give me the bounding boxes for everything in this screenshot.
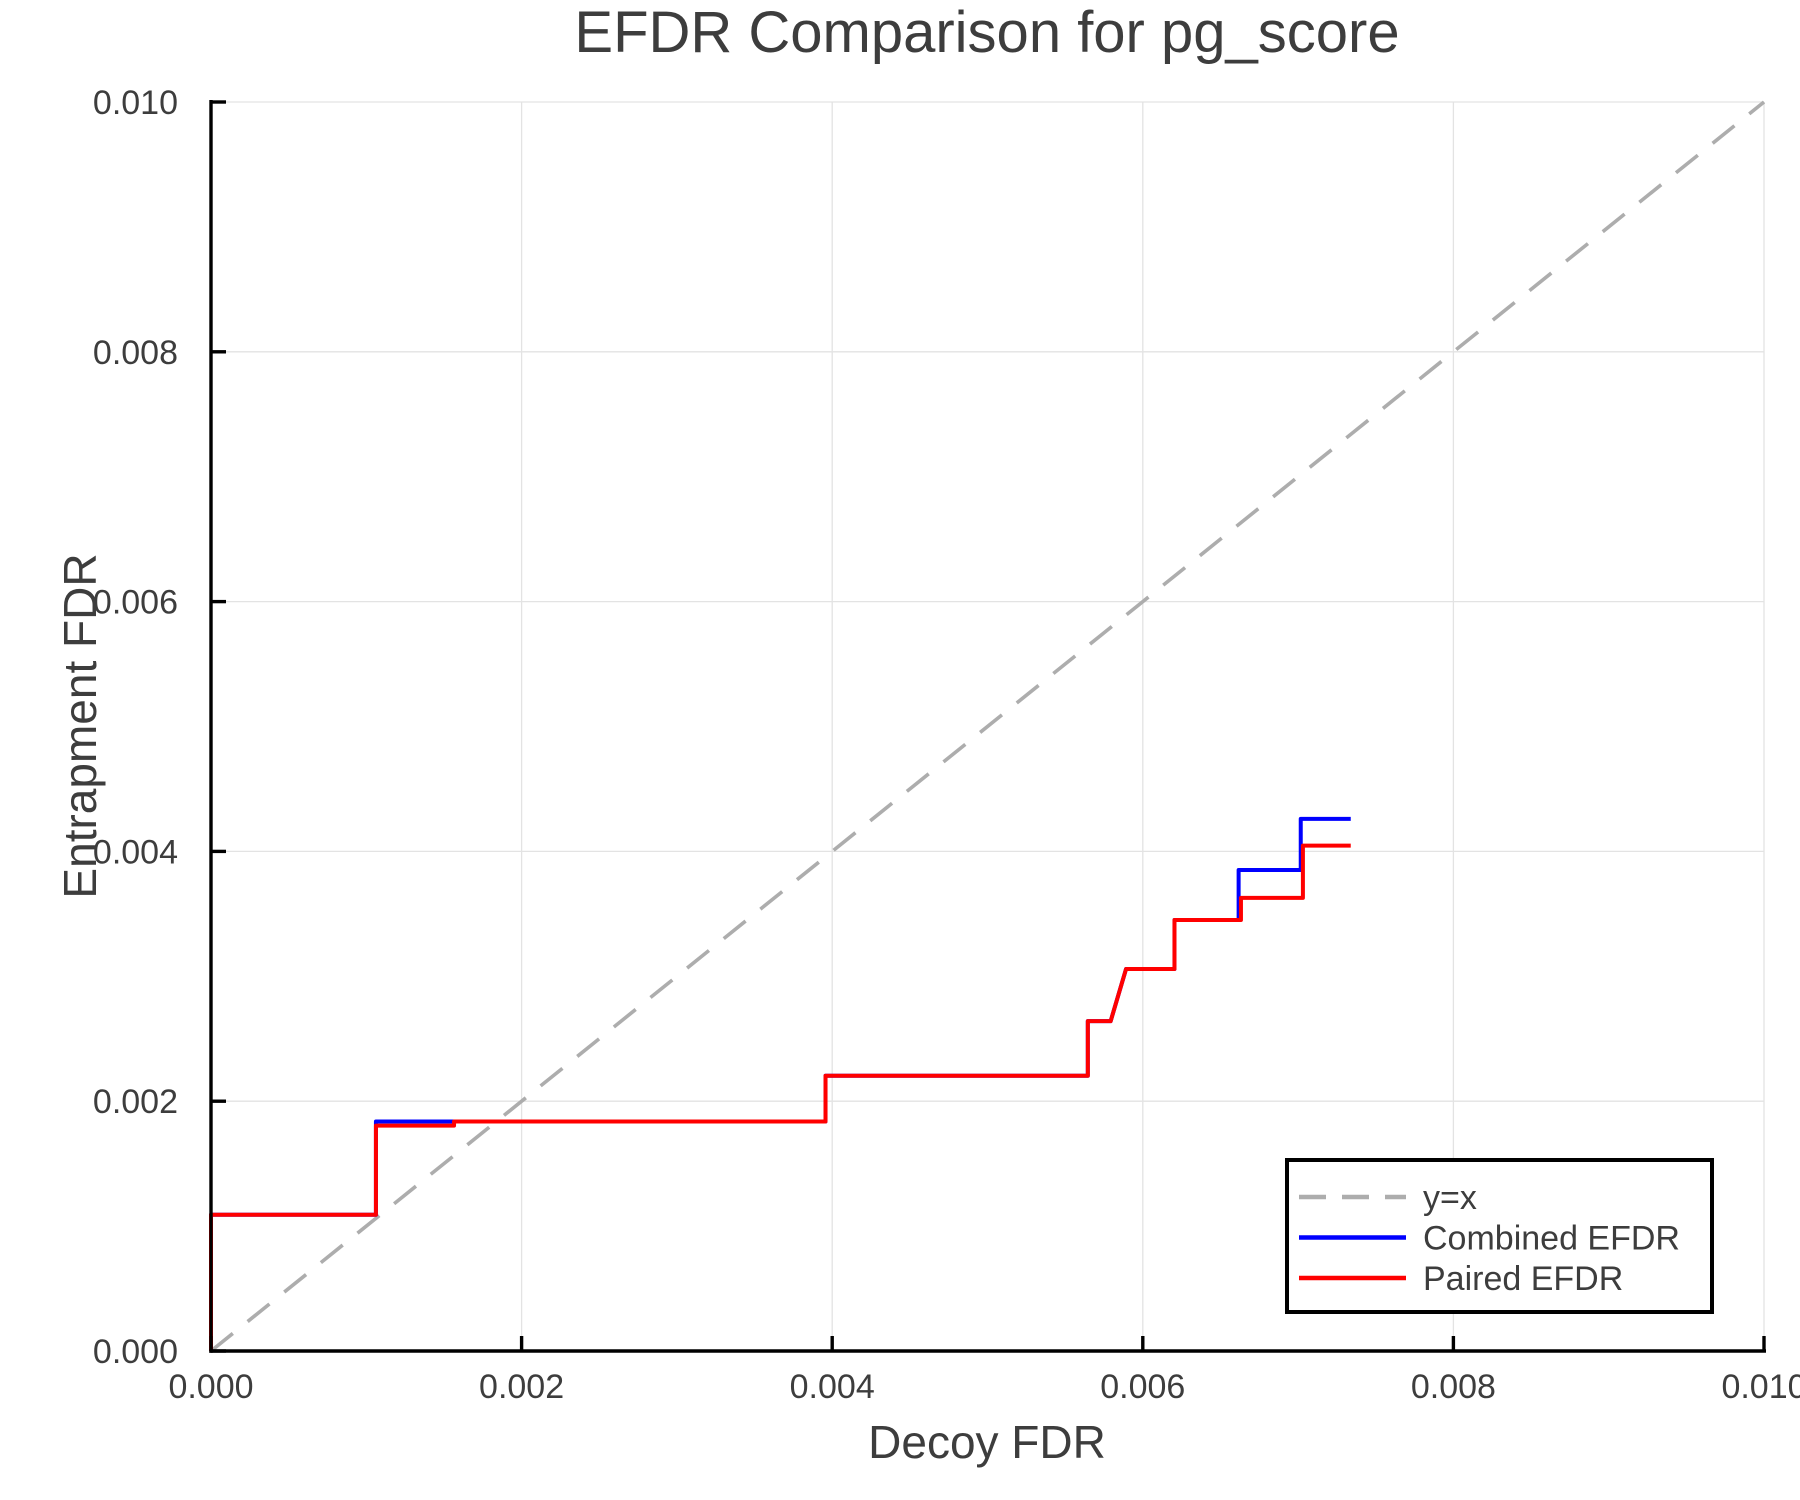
axes	[209, 100, 1766, 1353]
identity-line	[209, 100, 1766, 1353]
combined-efdr-line	[209, 816, 1351, 1351]
y-tick-label: 0.010	[93, 84, 178, 122]
legend-entry: Combined EFDR	[1299, 1220, 1680, 1258]
x-tick-label: 0.008	[1411, 1368, 1496, 1406]
chart-title: EFDR Comparison for pg_score	[574, 0, 1399, 65]
tick-labels: 0.000 0.002 0.004 0.006 0.008 0.010 0.000 0.002…	[93, 84, 1800, 1406]
legend-label: y=x	[1423, 1179, 1477, 1217]
x-tick-label: 0.002	[479, 1368, 564, 1406]
legend-label: Paired EFDR	[1423, 1260, 1623, 1298]
x-axis-label: Decoy FDR	[868, 1416, 1106, 1468]
y-tick-label: 0.008	[93, 334, 178, 372]
x-tick-label: 0.010	[1721, 1368, 1800, 1406]
legend-entry: y=x	[1299, 1179, 1477, 1217]
y-axis-label: Entrapment FDR	[54, 553, 106, 898]
paired-efdr-line	[209, 843, 1351, 1351]
y-tick-label: 0.002	[93, 1083, 178, 1121]
x-tick-label: 0.000	[168, 1368, 253, 1406]
series-lines	[209, 100, 1766, 1353]
y-tick-label: 0.000	[93, 1333, 178, 1371]
x-tick-label: 0.004	[790, 1368, 875, 1406]
y-tick-label: 0.006	[93, 584, 178, 622]
legend-entry: Paired EFDR	[1299, 1260, 1623, 1298]
y-tick-label: 0.004	[93, 833, 178, 871]
x-tick-label: 0.006	[1100, 1368, 1185, 1406]
legend-label: Combined EFDR	[1423, 1220, 1680, 1258]
gridlines	[211, 101, 1765, 1351]
